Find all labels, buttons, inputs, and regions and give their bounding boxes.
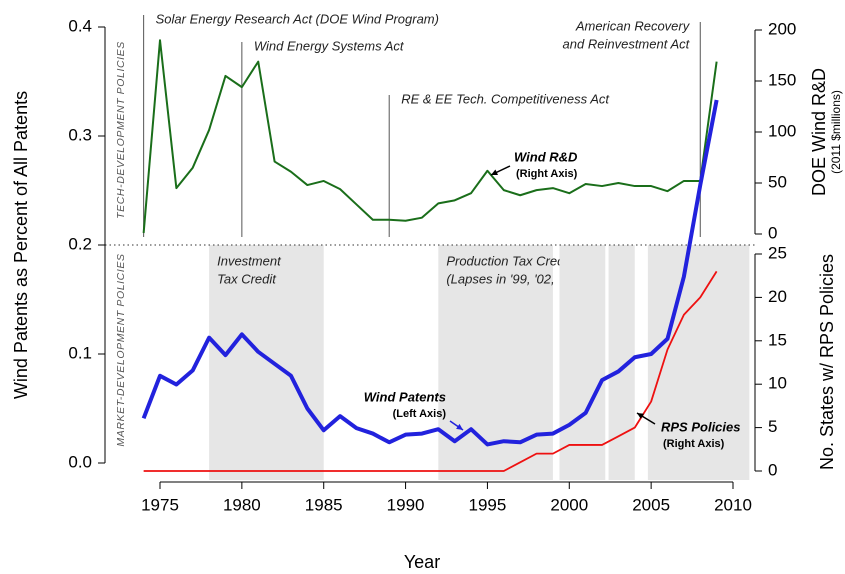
series-label: Wind Patents: [364, 389, 446, 404]
series-line: [141, 99, 719, 447]
event-label: Wind Energy Systems Act: [254, 38, 405, 53]
y3-tick-label: 25: [768, 243, 787, 262]
y2-tick-label: 50: [768, 172, 787, 191]
y-axis-label: Wind Patents as Percent of All Patents: [11, 91, 31, 399]
y3-tick-label: 20: [768, 287, 787, 306]
y2-tick-label: 0: [768, 223, 777, 242]
panel-label: MARKET-DEVELOPMENT POLICIES: [115, 253, 127, 446]
event-label: RE & EE Tech. Competitiveness Act: [401, 91, 610, 106]
y3-tick-label: 15: [768, 330, 787, 349]
y-tick-label: 0.2: [68, 234, 92, 253]
x-tick-label: 1995: [469, 495, 507, 514]
y2-tick-label: 200: [768, 19, 796, 38]
y-tick-label: 0.1: [68, 343, 92, 362]
x-tick-label: 1980: [223, 495, 261, 514]
shaded-label: Investment: [217, 253, 282, 268]
series-line: [143, 270, 718, 472]
y3-axis-label: No. States w/ RPS Policies: [817, 254, 837, 470]
shaded-label: (Lapses in '99, '02, '04): [446, 271, 579, 286]
y2-tick-label: 100: [768, 121, 796, 140]
y3-tick-label: 0: [768, 460, 777, 479]
y3-tick-label: 5: [768, 417, 777, 436]
event-label: Solar Energy Research Act (DOE Wind Prog…: [156, 11, 439, 26]
shaded-label: Production Tax Credit: [446, 253, 572, 268]
x-tick-label: 1975: [141, 495, 179, 514]
x-tick-label: 2005: [632, 495, 670, 514]
y-tick-label: 0.0: [68, 452, 92, 471]
series-line: [142, 39, 718, 234]
arrow-head: [456, 423, 463, 430]
x-tick-label: 2010: [714, 495, 752, 514]
event-label: American Recovery: [575, 18, 691, 33]
panel-label: TECH-DEVELOPMENT POLICIES: [115, 41, 127, 219]
y2-tick-label: 150: [768, 70, 796, 89]
shaded-period: [647, 245, 750, 480]
shaded-period: [209, 245, 324, 480]
y2-axis-label: DOE Wind R&D: [809, 68, 829, 196]
shaded-period: [559, 245, 606, 480]
y3-tick-label: 10: [768, 374, 787, 393]
series-label: Wind R&D: [514, 149, 578, 164]
x-tick-label: 2000: [550, 495, 588, 514]
x-tick-label: 1990: [387, 495, 425, 514]
y2-axis-note: (2011 $millions): [829, 90, 843, 174]
series-note: (Right Axis): [516, 168, 578, 180]
x-tick-label: 1985: [305, 495, 343, 514]
y-tick-label: 0.3: [68, 125, 92, 144]
y-tick-label: 0.4: [68, 16, 92, 35]
series-note: (Left Axis): [393, 408, 447, 420]
x-axis-label: Year: [404, 552, 440, 572]
arrow-head: [637, 413, 644, 419]
arrow-head: [491, 169, 498, 176]
shaded-label: Tax Credit: [217, 271, 277, 286]
event-label: and Reinvestment Act: [563, 36, 691, 51]
series-label: RPS Policies: [661, 419, 740, 434]
series-note: (Right Axis): [663, 438, 725, 450]
